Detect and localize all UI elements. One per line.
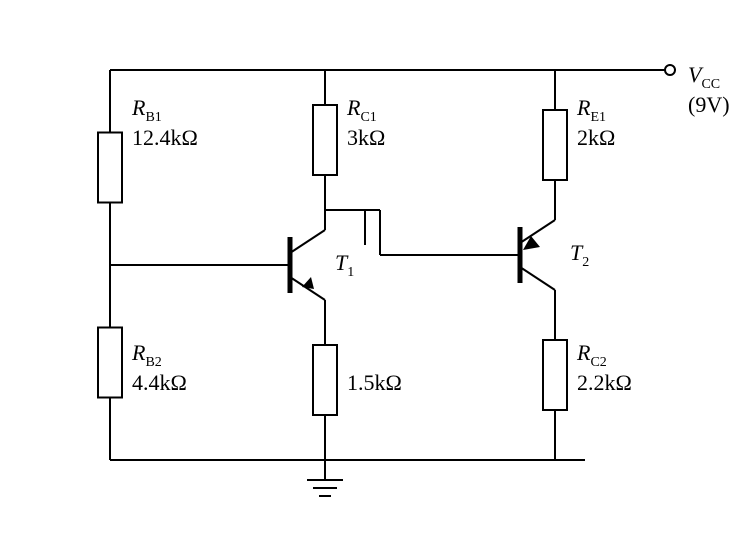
label-rc1: RC1 (346, 95, 377, 125)
resistor-re-t1 (313, 300, 337, 460)
label-rb2: RB2 (131, 340, 162, 370)
label-re-t1-val: 1.5kΩ (347, 370, 402, 395)
label-vcc-sub: CC (701, 77, 720, 92)
label-re1: RE1 (576, 95, 606, 125)
resistor-re-t1-body (313, 345, 337, 415)
label-re1-sub: E1 (590, 110, 606, 125)
label-t2-sub: 2 (582, 255, 589, 270)
label-t2: T2 (570, 240, 589, 270)
label-rc1-sub: C1 (360, 110, 376, 125)
resistor-rc2-body (543, 340, 567, 410)
label-rb1-sub: B1 (145, 110, 161, 125)
transistor-t1-emitter-diag (290, 277, 325, 300)
resistor-re1-body (543, 110, 567, 180)
resistor-rb2 (98, 265, 122, 460)
vcc-terminal (665, 65, 675, 75)
transistor-t1-arrow (302, 277, 314, 289)
label-t1: T1 (335, 250, 354, 280)
label-rc2-val: 2.2kΩ (577, 370, 632, 395)
label-rb1-base: R (131, 95, 146, 120)
label-t1-sub: 1 (347, 265, 354, 280)
label-rb1: RB1 (131, 95, 162, 125)
label-rc2-base: R (576, 340, 591, 365)
label-rc1-val: 3kΩ (347, 125, 385, 150)
label-rc2-sub: C2 (590, 355, 606, 370)
resistor-rc1 (313, 70, 337, 210)
label-rb2-sub: B2 (145, 355, 161, 370)
resistor-rb1 (98, 70, 122, 265)
resistor-rc2 (543, 290, 567, 460)
label-rb2-val: 4.4kΩ (132, 370, 187, 395)
resistor-rb1-body (98, 133, 122, 203)
label-vcc: VCC (688, 62, 720, 92)
label-re1-val: 2kΩ (577, 125, 615, 150)
transistor-t2-arrow (523, 236, 540, 250)
label-rc1-base: R (346, 95, 361, 120)
transistor-t1-collector-diag (290, 230, 325, 253)
label-rb2-base: R (131, 340, 146, 365)
label-rc2: RC2 (576, 340, 607, 370)
resistor-rb2-body (98, 328, 122, 398)
label-rb1-val: 12.4kΩ (132, 125, 198, 150)
label-vcc-val: (9V) (688, 92, 730, 117)
transistor-t2 (490, 220, 555, 290)
transistor-t2-collector-diag (520, 267, 555, 290)
resistor-rc1-body (313, 105, 337, 175)
resistor-re1 (543, 70, 567, 220)
transistor-t1 (260, 230, 325, 300)
label-re1-base: R (576, 95, 591, 120)
transistor-t2-emitter-diag (520, 220, 555, 243)
